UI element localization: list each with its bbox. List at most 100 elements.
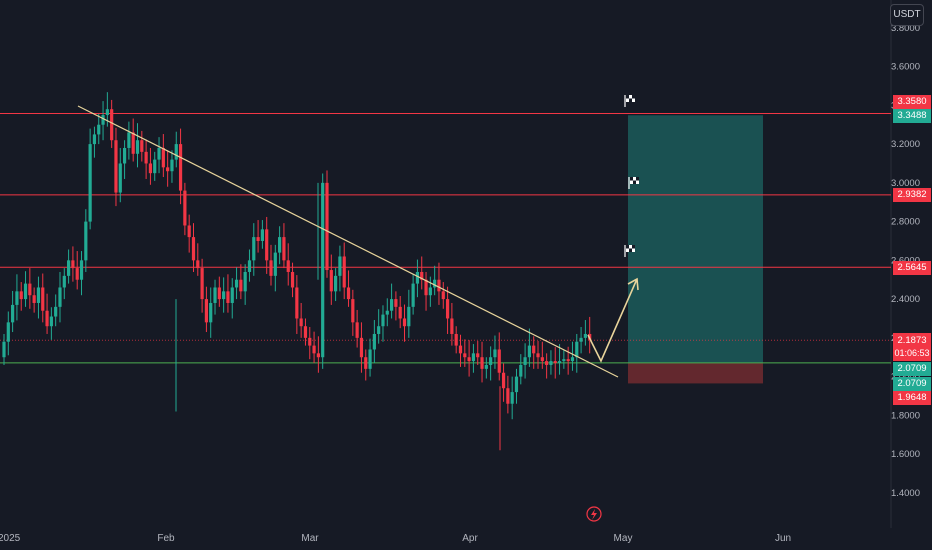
candle-body xyxy=(303,326,308,338)
time-axis-label: Jun xyxy=(775,533,791,544)
candle-body xyxy=(583,333,587,338)
candle-body xyxy=(118,163,122,193)
candle-body xyxy=(97,124,101,135)
projection-path[interactable] xyxy=(587,278,638,363)
candle-body xyxy=(385,310,389,315)
candle-body xyxy=(342,256,346,288)
candle-body xyxy=(450,318,454,334)
candle-body xyxy=(290,271,295,288)
candle-body xyxy=(463,353,467,358)
candle-body xyxy=(6,322,10,342)
candle-body xyxy=(153,159,157,174)
candle-body xyxy=(88,144,92,222)
candle-body xyxy=(105,109,109,116)
candle-body xyxy=(54,306,58,317)
candle-body xyxy=(265,229,269,261)
candle-body xyxy=(579,337,583,342)
candle-body xyxy=(545,361,549,365)
candle-body xyxy=(127,132,131,148)
candle-body xyxy=(389,299,394,311)
candle-body xyxy=(540,357,544,362)
long-position-profit-zone[interactable] xyxy=(628,115,763,363)
candle-body xyxy=(316,353,320,358)
price-axis-tick: 2.6000 xyxy=(891,255,920,266)
time-axis-label: May xyxy=(614,533,633,544)
candle-body xyxy=(36,287,41,303)
candle-body xyxy=(286,260,290,272)
candle-body xyxy=(140,140,144,152)
candle-body xyxy=(144,151,148,164)
candle-body xyxy=(532,345,536,354)
candle-body xyxy=(489,357,493,365)
candle-body xyxy=(278,237,282,253)
candle-body xyxy=(368,349,372,369)
target-3-price-badge: 3.3580 xyxy=(893,95,931,109)
candle-body xyxy=(15,291,19,305)
candle-body xyxy=(92,134,97,145)
candle-body xyxy=(402,318,407,327)
candle-body xyxy=(497,349,501,373)
candle-body xyxy=(523,357,527,365)
price-axis-tick: 3.6000 xyxy=(891,62,920,73)
projection-arrowhead xyxy=(627,277,639,291)
candle-body xyxy=(269,260,273,276)
candle-body xyxy=(41,287,45,311)
candle-body xyxy=(200,268,204,300)
candle-body xyxy=(536,353,540,358)
current-price-badge: 2.1873 01:06:53 xyxy=(893,333,931,361)
long-position-loss-zone[interactable] xyxy=(628,362,763,384)
candle-body xyxy=(428,287,432,296)
candle-body xyxy=(256,237,260,241)
candle-body xyxy=(510,392,514,404)
candle-body xyxy=(252,237,256,261)
candle-body xyxy=(299,318,303,327)
candle-body xyxy=(566,359,570,362)
candle-body xyxy=(570,357,575,362)
candle-body xyxy=(114,140,118,193)
candle-body xyxy=(230,287,234,303)
candle-body xyxy=(377,326,381,334)
price-axis-tick: 3.0000 xyxy=(891,178,920,189)
current-price-value: 2.1873 xyxy=(897,335,927,346)
candle-body xyxy=(359,337,364,358)
candlestick-series[interactable] xyxy=(2,92,592,451)
candle-body xyxy=(424,279,428,296)
candle-body xyxy=(411,283,415,307)
candle-body xyxy=(458,345,463,354)
candle-body xyxy=(346,287,351,300)
currency-selector-button[interactable]: USDT xyxy=(890,4,924,26)
candle-body xyxy=(166,167,170,172)
candle-body xyxy=(441,291,445,300)
candle-body xyxy=(170,159,174,172)
descending-trendline[interactable] xyxy=(77,105,619,378)
candle-body xyxy=(557,361,562,364)
candle-body xyxy=(295,287,299,319)
entry-price-badge-duplicate: 2.0709 xyxy=(893,377,931,391)
candle-body xyxy=(79,260,84,280)
candle-body xyxy=(19,291,23,300)
candle-body xyxy=(213,287,217,303)
price-axis-tick: 2.8000 xyxy=(891,217,920,228)
candle-body xyxy=(49,316,53,327)
price-axis-tick: 2.4000 xyxy=(891,294,920,305)
lightning-icon[interactable] xyxy=(586,506,602,522)
candle-body xyxy=(62,275,66,288)
candle-body xyxy=(471,353,476,362)
candle-body xyxy=(122,147,127,164)
candle-body xyxy=(553,361,557,364)
candle-body xyxy=(355,322,359,338)
candle-body xyxy=(75,268,79,280)
time-axis-label: 2025 xyxy=(0,533,21,544)
candle-body xyxy=(226,291,230,303)
candle-body xyxy=(217,287,221,300)
candle-body xyxy=(398,306,402,319)
price-axis-tick: 3.8000 xyxy=(891,23,920,34)
candle-body xyxy=(325,182,329,271)
candle-body xyxy=(222,291,226,300)
candle-body xyxy=(351,299,355,323)
candle-body xyxy=(476,353,480,358)
candle-body xyxy=(506,388,510,404)
candle-body xyxy=(562,359,566,362)
